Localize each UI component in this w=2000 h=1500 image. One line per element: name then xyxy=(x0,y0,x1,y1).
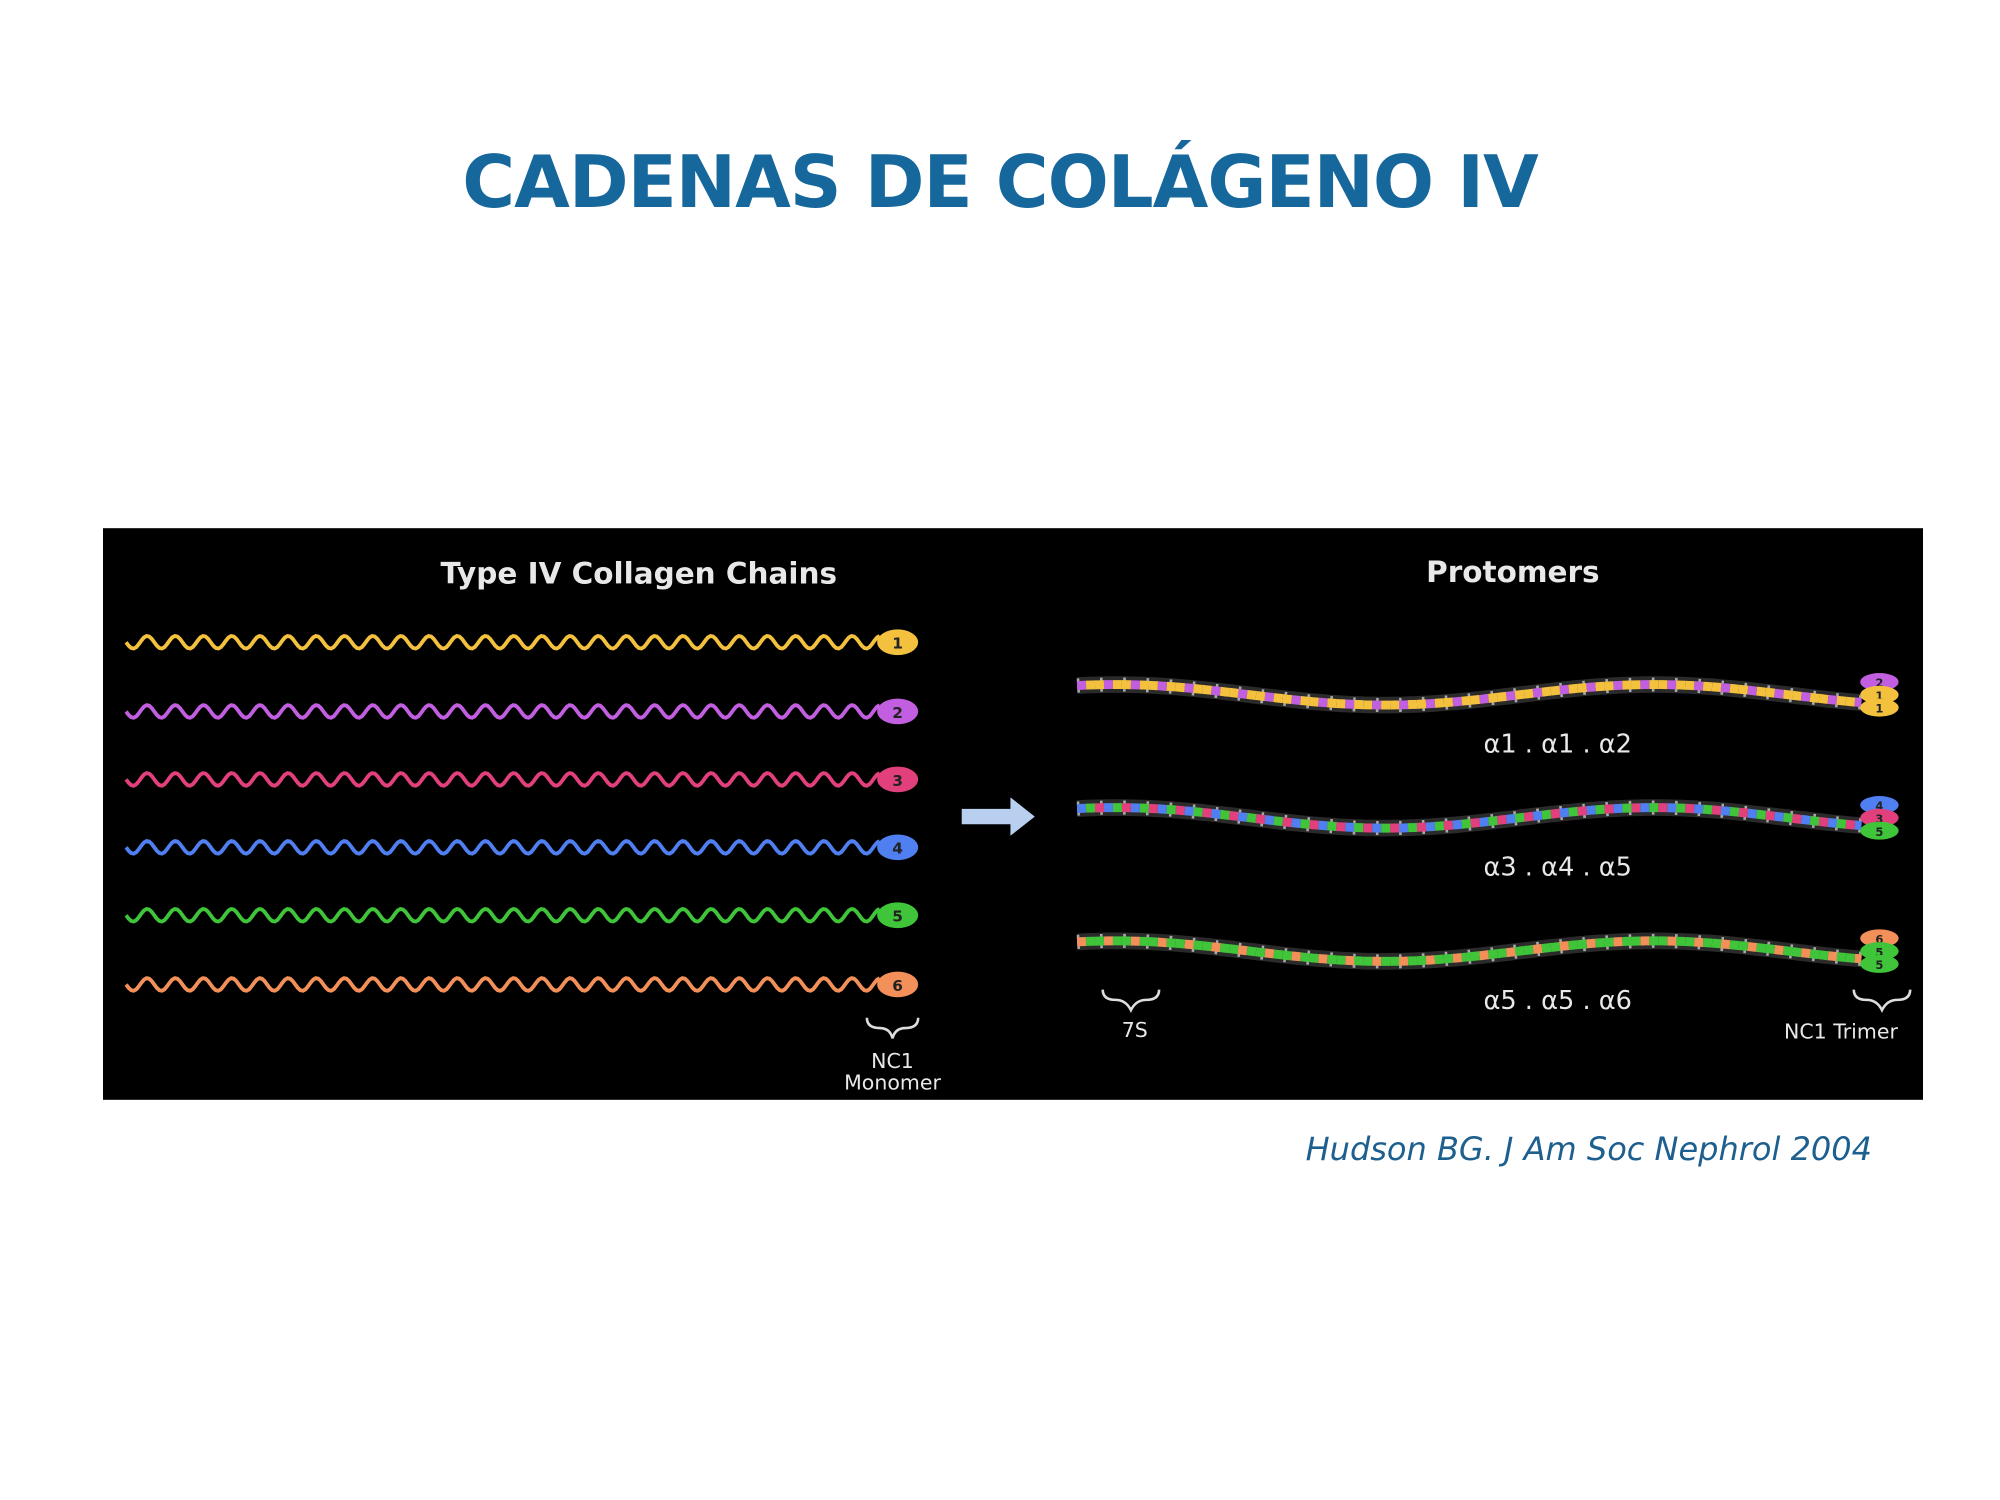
nc1-trimer-domain xyxy=(1860,808,1899,827)
right-title: Protomers xyxy=(1426,555,1599,589)
nc1-trimer-domain xyxy=(1860,685,1899,704)
nc1-trimer-domain xyxy=(1860,942,1899,961)
chain-wave xyxy=(124,633,881,651)
trimer-label: NC1 Trimer xyxy=(1784,1019,1898,1043)
trimer-number: 4 xyxy=(1875,799,1883,813)
protomer-label: α1 . α1 . α2 xyxy=(1483,729,1631,759)
nc1-trimer-domain xyxy=(1860,698,1899,717)
protomer-strand xyxy=(1076,680,1862,710)
chain-wave xyxy=(124,976,881,993)
nc1-trimer-domain xyxy=(1860,821,1899,840)
chain-wave xyxy=(124,703,881,720)
slide-title: CADENAS DE COLÁGENO IV xyxy=(462,140,1538,224)
nc1-trimer-domain xyxy=(1860,796,1899,814)
chain-number: 6 xyxy=(892,977,903,995)
nc1-trimer-domain xyxy=(1860,673,1899,691)
nc1-domain xyxy=(877,971,919,998)
figure: Type IV Collagen Chains Protomers NC1 Mo… xyxy=(103,528,1923,1100)
trimer-number: 5 xyxy=(1875,958,1883,972)
chain-number: 4 xyxy=(892,840,903,858)
trimer-number: 2 xyxy=(1875,676,1883,690)
brace xyxy=(1852,989,1912,1013)
chain-number: 3 xyxy=(892,772,903,790)
chain-number: 2 xyxy=(892,704,903,722)
nc1-trimer-domain xyxy=(1860,954,1899,973)
trimer-number: 1 xyxy=(1875,702,1883,716)
protomer-strand xyxy=(1076,680,1862,710)
nc1-domain xyxy=(877,834,919,861)
arrow xyxy=(961,797,1035,836)
monomer-label: NC1 xyxy=(871,1049,914,1073)
nc1-domain xyxy=(877,698,919,725)
chain-wave xyxy=(124,771,881,788)
citation: Hudson BG. J Am Soc Nephrol 2004 xyxy=(1305,1130,1872,1168)
nc1-domain xyxy=(877,629,919,656)
nc1-domain xyxy=(877,902,919,929)
monomer-label: Monomer xyxy=(844,1071,941,1095)
nc1-domain xyxy=(877,766,919,793)
trimer-number: 6 xyxy=(1875,932,1883,946)
nc1-trimer-domain xyxy=(1860,929,1899,948)
chain-wave xyxy=(124,906,881,924)
trimer-number: 5 xyxy=(1875,945,1883,959)
brace xyxy=(1101,989,1161,1013)
trimer-number: 3 xyxy=(1875,812,1883,826)
label-7s: 7S xyxy=(1122,1018,1148,1042)
left-title: Type IV Collagen Chains xyxy=(440,556,837,590)
protomer-strand xyxy=(1076,803,1862,833)
chain-number: 1 xyxy=(892,635,903,653)
protomer-label: α5 . α5 . α6 xyxy=(1483,986,1631,1016)
protomer-strand xyxy=(1076,936,1862,966)
trimer-number: 1 xyxy=(1875,689,1883,703)
protomer-strand xyxy=(1076,803,1862,833)
brace xyxy=(865,1017,920,1039)
chain-wave xyxy=(124,839,881,856)
chain-number: 5 xyxy=(892,908,903,926)
protomer-strand xyxy=(1076,936,1862,966)
trimer-number: 5 xyxy=(1875,825,1883,839)
protomer-label: α3 . α4 . α5 xyxy=(1483,853,1631,883)
